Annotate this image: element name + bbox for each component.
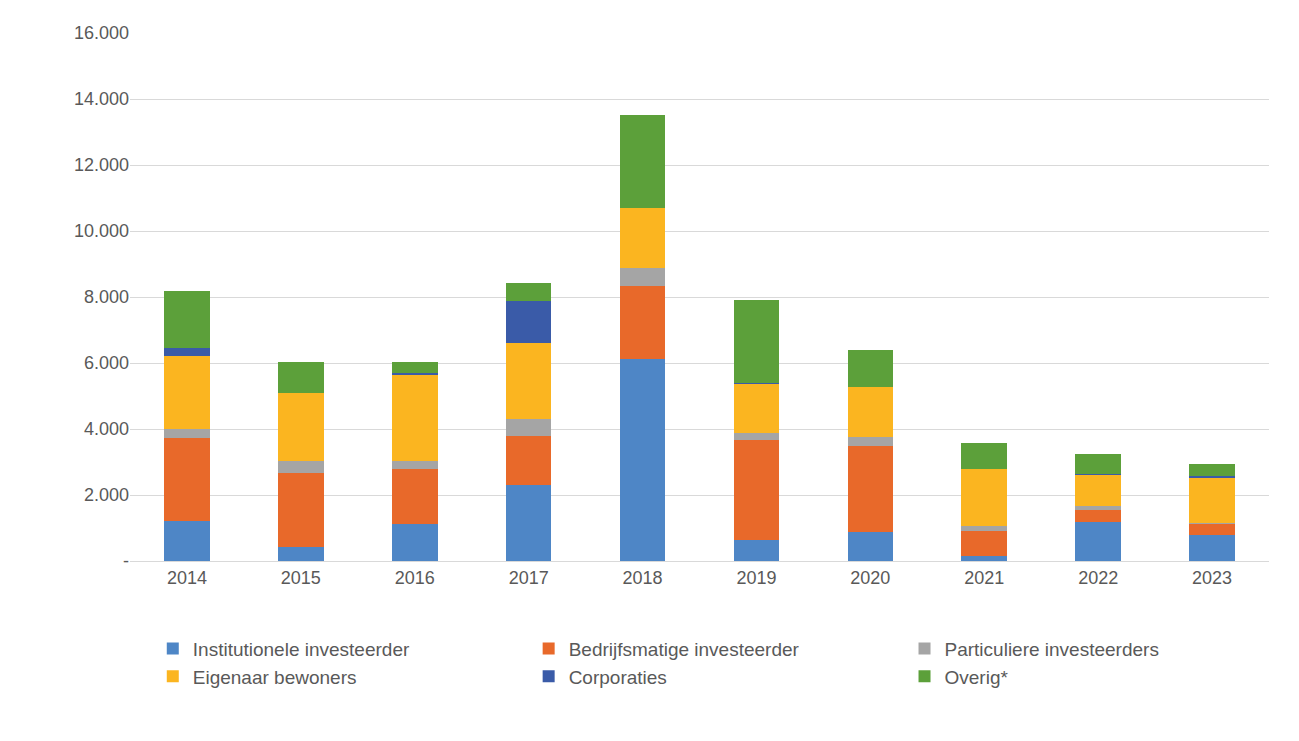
svg-text:2.000: 2.000	[84, 485, 129, 505]
svg-text:2023: 2023	[1192, 568, 1232, 588]
svg-text:6.000: 6.000	[84, 353, 129, 373]
svg-text:Particuliere investeerders: Particuliere investeerders	[945, 639, 1159, 660]
svg-text:12.000: 12.000	[74, 155, 129, 175]
svg-text:2020: 2020	[850, 568, 890, 588]
svg-text:2021: 2021	[964, 568, 1004, 588]
svg-text:8.000: 8.000	[84, 287, 129, 307]
svg-text:Corporaties: Corporaties	[569, 667, 667, 688]
svg-text:-: -	[123, 551, 129, 571]
svg-text:2017: 2017	[509, 568, 549, 588]
svg-text:2015: 2015	[281, 568, 321, 588]
svg-text:2019: 2019	[736, 568, 776, 588]
svg-text:14.000: 14.000	[74, 89, 129, 109]
svg-text:Bedrijfsmatige investeerder: Bedrijfsmatige investeerder	[569, 639, 800, 660]
svg-text:2016: 2016	[395, 568, 435, 588]
svg-text:16.000: 16.000	[74, 23, 129, 43]
svg-text:2014: 2014	[167, 568, 207, 588]
svg-text:2018: 2018	[623, 568, 663, 588]
svg-text:Overig*: Overig*	[945, 667, 1009, 688]
svg-text:2022: 2022	[1078, 568, 1118, 588]
svg-text:Institutionele investeerder: Institutionele investeerder	[193, 639, 410, 660]
svg-text:Eigenaar bewoners: Eigenaar bewoners	[193, 667, 357, 688]
svg-text:4.000: 4.000	[84, 419, 129, 439]
svg-text:10.000: 10.000	[74, 221, 129, 241]
